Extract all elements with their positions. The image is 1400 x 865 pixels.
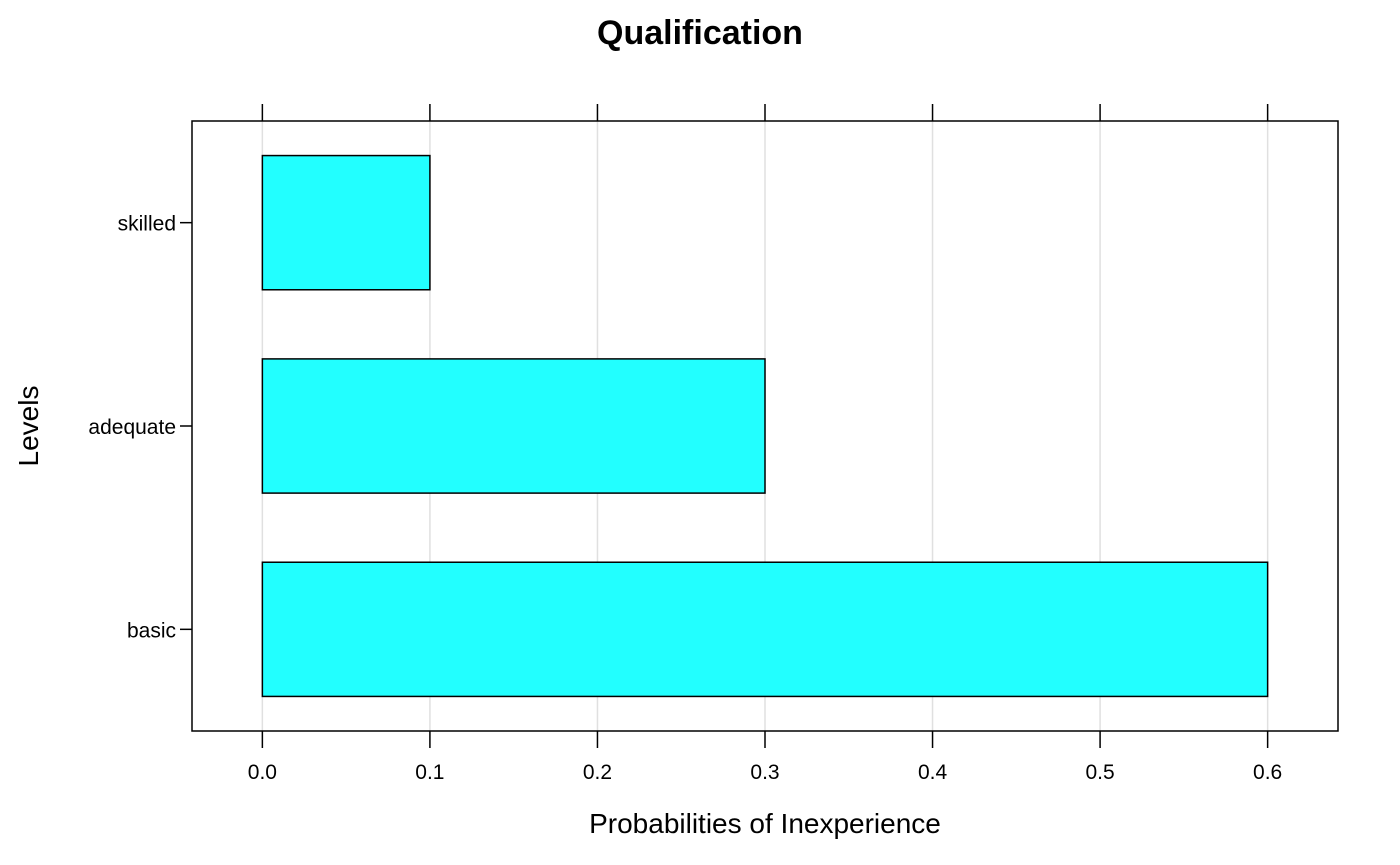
x-tick-label: 0.6 [1253, 761, 1282, 784]
category-label-adequate: adequate [88, 416, 176, 439]
category-labels: basic adequate skilled [88, 213, 176, 643]
chart-title: Qualification [597, 14, 803, 52]
x-tick-label: 0.1 [415, 761, 444, 784]
x-axis-label: Probabilities of Inexperience [589, 808, 941, 839]
axis-ticks: 0.0 0.1 0.2 0.3 0.4 0.5 0.6 [180, 104, 1282, 784]
x-tick-label: 0.0 [248, 761, 277, 784]
bar-skilled [261, 154, 431, 291]
category-label-basic: basic [127, 619, 176, 642]
x-tick-label: 0.5 [1085, 761, 1114, 784]
x-tick-label: 0.4 [918, 761, 948, 784]
bar-basic [261, 561, 1269, 698]
y-axis-label: Levels [13, 386, 44, 467]
bars [261, 154, 1269, 698]
x-tick-label: 0.3 [750, 761, 779, 784]
bar-adequate [261, 358, 766, 494]
x-tick-label: 0.2 [583, 761, 612, 784]
category-label-skilled: skilled [118, 213, 176, 236]
